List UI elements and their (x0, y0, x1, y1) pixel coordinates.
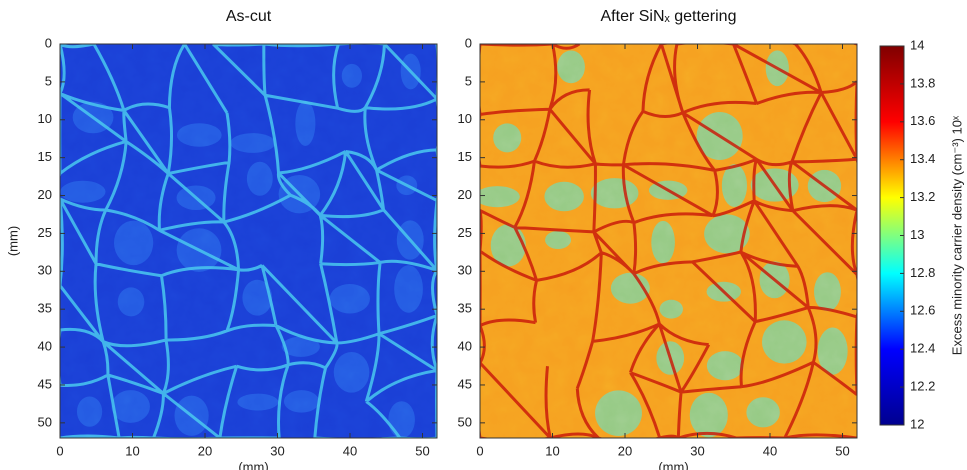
colorbar-tick-label: 12.6 (910, 303, 935, 318)
y-tick-label: 50 (38, 414, 52, 429)
y-tick-label: 45 (458, 376, 472, 391)
x-axis-label: (mm) (658, 459, 688, 470)
y-tick-label: 10 (38, 111, 52, 126)
noise (480, 44, 857, 438)
noise (60, 44, 437, 438)
colorbar-tick-label: 14 (910, 37, 924, 52)
x-tick-label: 50 (835, 443, 849, 458)
y-tick-label: 25 (38, 225, 52, 240)
y-tick-label: 30 (458, 263, 472, 278)
x-axis-label: (mm) (238, 459, 268, 470)
colorbar-tick-label: 13.8 (910, 75, 935, 90)
heatmap-image (480, 44, 857, 438)
colorbar-label: Excess minority carrier density (cm⁻³) 1… (949, 115, 964, 355)
x-tick-label: 20 (198, 443, 212, 458)
chart-title: As-cut (226, 8, 272, 25)
y-tick-label: 35 (458, 301, 472, 316)
y-tick-label: 40 (458, 339, 472, 354)
plot-frame (479, 43, 858, 439)
colorbar-tick-label: 12.8 (910, 265, 935, 280)
y-tick-label: 25 (458, 225, 472, 240)
colorbar-tick-label: 13.4 (910, 151, 935, 166)
y-tick-label: 35 (38, 301, 52, 316)
y-tick-label: 0 (45, 35, 52, 50)
y-tick-label: 0 (465, 35, 472, 50)
y-tick-label: 5 (465, 73, 472, 88)
y-tick-label: 20 (38, 187, 52, 202)
x-tick-label: 40 (763, 443, 777, 458)
x-tick-label: 30 (690, 443, 704, 458)
colorbar-tick-label: 13.2 (910, 189, 935, 204)
x-tick-label: 30 (270, 443, 284, 458)
colorbar-tick-label: 13 (910, 227, 924, 242)
x-tick-label: 20 (618, 443, 632, 458)
y-tick-label: 40 (38, 339, 52, 354)
colorbar-tick-label: 12.2 (910, 379, 935, 394)
y-tick-label: 10 (458, 111, 472, 126)
y-tick-label: 15 (458, 149, 472, 164)
y-tick-label: 15 (38, 149, 52, 164)
x-tick-label: 0 (56, 443, 63, 458)
x-tick-label: 0 (476, 443, 483, 458)
y-tick-label: 20 (458, 187, 472, 202)
colorbar-tick-label: 13.6 (910, 113, 935, 128)
y-tick-label: 5 (45, 73, 52, 88)
x-tick-label: 10 (125, 443, 139, 458)
plot-frame (59, 43, 438, 439)
colorbar-tick-label: 12 (910, 416, 924, 431)
y-axis-label: (mm) (5, 226, 20, 256)
x-tick-label: 50 (415, 443, 429, 458)
x-tick-label: 10 (545, 443, 559, 458)
y-tick-label: 50 (458, 414, 472, 429)
heatmap-image (60, 44, 437, 438)
y-tick-label: 30 (38, 263, 52, 278)
chart-title: After SiNₓ gettering (601, 8, 737, 25)
x-tick-label: 40 (343, 443, 357, 458)
y-tick-label: 45 (38, 376, 52, 391)
colorbar-tick-label: 12.4 (910, 341, 935, 356)
